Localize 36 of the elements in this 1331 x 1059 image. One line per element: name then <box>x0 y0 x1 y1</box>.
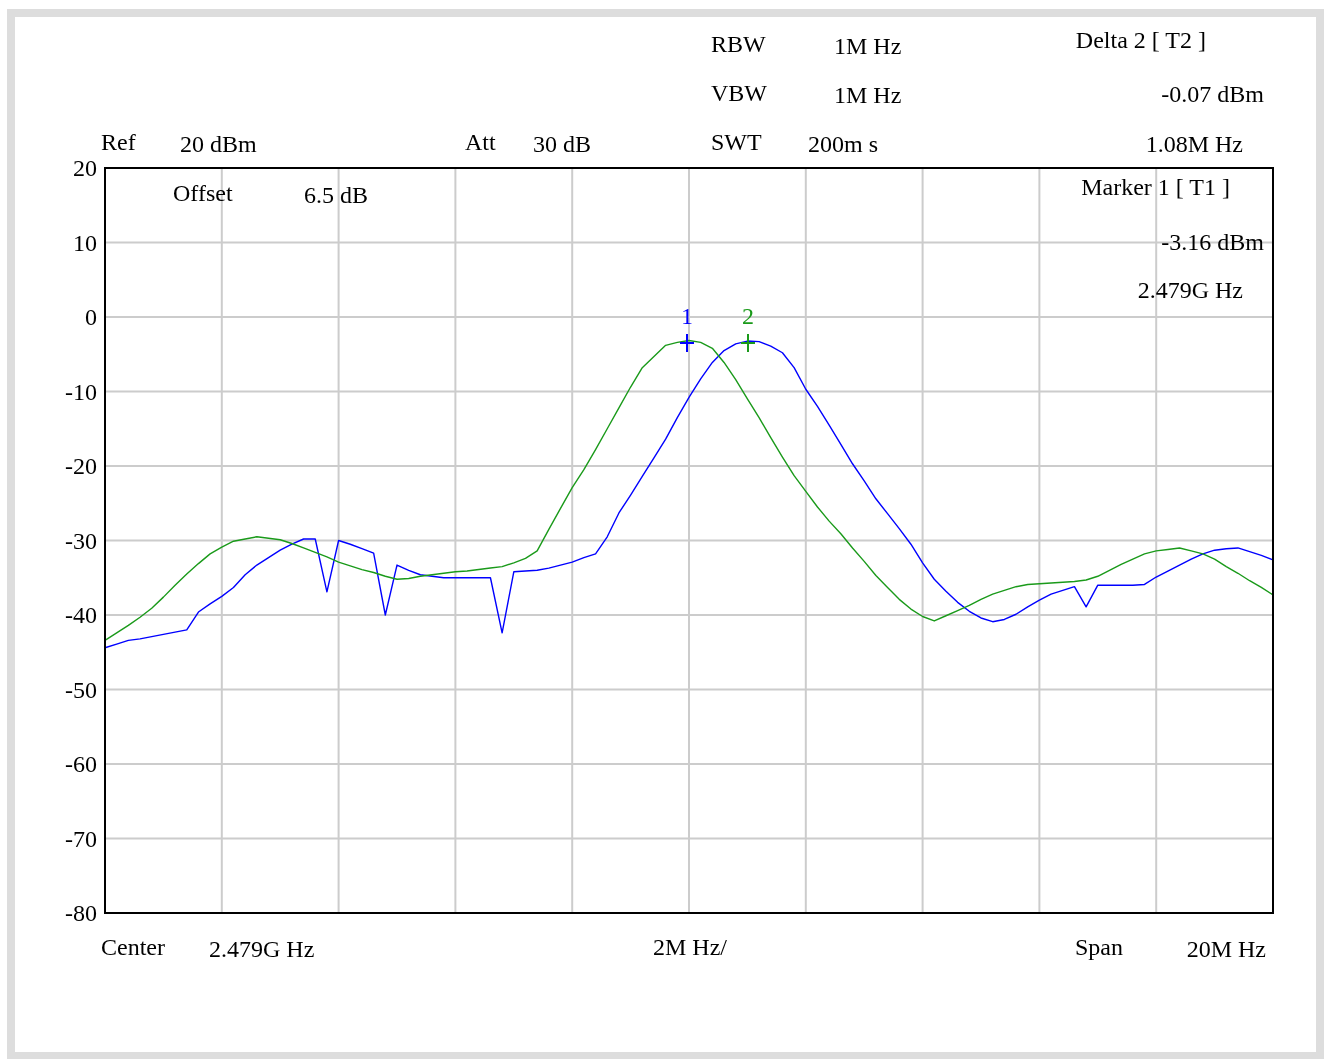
text: Delta 2 [ T2 ] <box>1075 27 1206 53</box>
text: 1M Hz <box>834 82 902 108</box>
text: 20 dBm <box>180 131 258 157</box>
annotation: -3.16 dBm <box>1161 229 1265 255</box>
y-tick-label: -20 <box>65 453 97 480</box>
text: 20M Hz <box>1186 936 1266 962</box>
text: 2.479G Hz <box>209 936 315 962</box>
annotation: 2 <box>742 303 754 329</box>
annotation: 6.5 dB <box>304 182 369 208</box>
text: 200m s <box>808 131 879 157</box>
text: VBW <box>711 80 768 106</box>
y-tick-label: -30 <box>65 527 97 554</box>
y-tick-label: -80 <box>65 900 97 927</box>
text: -0.07 dBm <box>1161 81 1265 107</box>
y-tick-label: -50 <box>65 676 97 703</box>
text: 1M Hz <box>834 33 902 59</box>
text: Center <box>101 934 165 960</box>
annotation: Offset <box>173 180 233 206</box>
text: SWT <box>711 129 762 155</box>
y-tick-label: 10 <box>73 229 97 256</box>
y-tick-label: -60 <box>65 751 97 778</box>
y-tick-label: 20 <box>73 155 97 182</box>
text: Att <box>465 129 496 155</box>
y-tick-label: 0 <box>85 304 97 331</box>
y-tick-label: -70 <box>65 825 97 852</box>
text: 1.08M Hz <box>1145 131 1243 157</box>
y-tick-label: -10 <box>65 378 97 405</box>
annotation: Marker 1 [ T1 ] <box>1081 174 1230 200</box>
annotation: 1 <box>681 303 693 329</box>
text: 2M Hz/ <box>653 934 728 960</box>
text: RBW <box>711 31 767 57</box>
text: 30 dB <box>533 131 592 157</box>
y-tick-label: -40 <box>65 602 97 629</box>
text: Ref <box>101 129 136 155</box>
annotation: 2.479G Hz <box>1137 277 1243 303</box>
text: Span <box>1075 934 1123 960</box>
